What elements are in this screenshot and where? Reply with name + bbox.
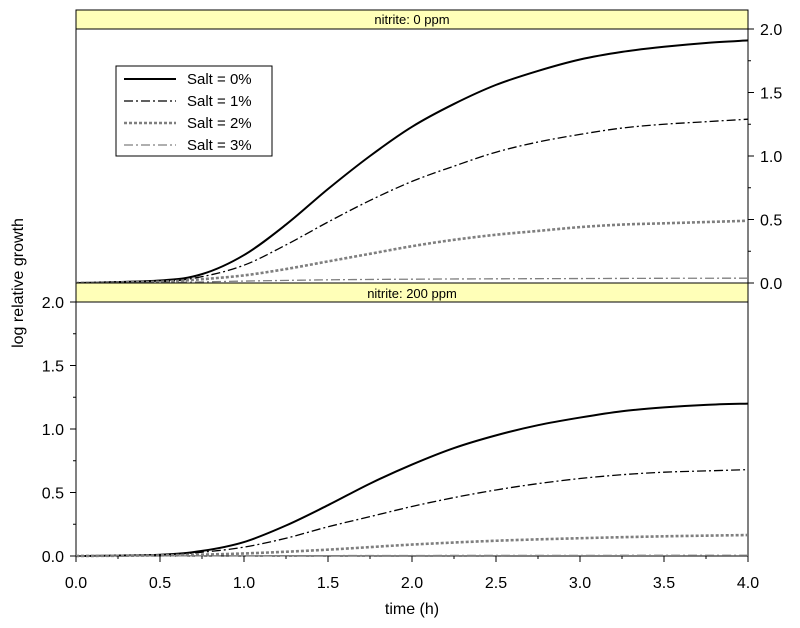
x-tick-label: 2.0 (401, 575, 423, 592)
y-tick-label: 0.5 (760, 213, 782, 230)
x-tick-label: 4.0 (737, 575, 759, 592)
x-axis-title: time (h) (385, 601, 439, 618)
x-tick-label: 0.0 (65, 575, 87, 592)
strip-label-top: nitrite: 0 ppm (374, 12, 449, 27)
series-line-top-3 (75, 277, 749, 284)
y-tick-label: 0.0 (42, 549, 64, 566)
legend-label: Salt = 3% (187, 137, 252, 154)
y-tick-label: 2.0 (42, 295, 64, 312)
series-group-bottom (75, 402, 749, 558)
legend-box (115, 65, 273, 157)
x-tick-label: 3.0 (569, 575, 591, 592)
y-tick-label: 1.0 (42, 422, 64, 439)
y-tick-label: 1.0 (760, 149, 782, 166)
series-line-top-0 (75, 39, 749, 284)
y-axis-title: log relative growth (10, 218, 27, 348)
plot-area-bottom (75, 301, 749, 557)
y-tick-label: 1.5 (42, 359, 64, 376)
x-tick-label: 3.5 (653, 575, 675, 592)
y-axis-left-bottom: 0.0 0.5 1.0 1.5 2.0 (42, 295, 76, 566)
y-tick-label: 2.0 (760, 22, 782, 39)
series-line-bottom-3 (75, 554, 749, 557)
legend: Salt = 0% Salt = 1% Salt = 2% Salt = 3% (115, 65, 273, 157)
x-tick-label: 1.0 (233, 575, 255, 592)
series-line-bottom-0 (75, 402, 749, 557)
series-line-top-2 (75, 219, 749, 285)
panel-top: nitrite: 0 ppm 0.0 0.5 1.0 1.5 2.0 Salt = 0%… (75, 9, 782, 293)
series-line-bottom-1 (75, 468, 749, 557)
strip-label-bottom: nitrite: 200 ppm (367, 286, 457, 301)
panel-bottom: nitrite: 200 ppm 0.0 0.5 1.0 1.5 2.0 0.0 0.5 1… (42, 282, 759, 592)
y-tick-label: 0.5 (42, 486, 64, 503)
series-line-top-1 (75, 118, 749, 284)
y-tick-label: 0.0 (760, 276, 782, 293)
x-tick-label: 2.5 (485, 575, 507, 592)
series-line-bottom-2 (75, 533, 749, 558)
legend-label: Salt = 2% (187, 115, 252, 132)
y-axis-right-top: 0.0 0.5 1.0 1.5 2.0 (748, 22, 782, 293)
legend-label: Salt = 0% (187, 71, 252, 88)
series-group-top (75, 39, 749, 285)
x-tick-label: 1.5 (317, 575, 339, 592)
legend-label: Salt = 1% (187, 93, 252, 110)
x-tick-label: 0.5 (149, 575, 171, 592)
x-axis: 0.0 0.5 1.0 1.5 2.0 2.5 3.0 3.5 4.0 (65, 556, 759, 592)
y-tick-label: 1.5 (760, 86, 782, 103)
